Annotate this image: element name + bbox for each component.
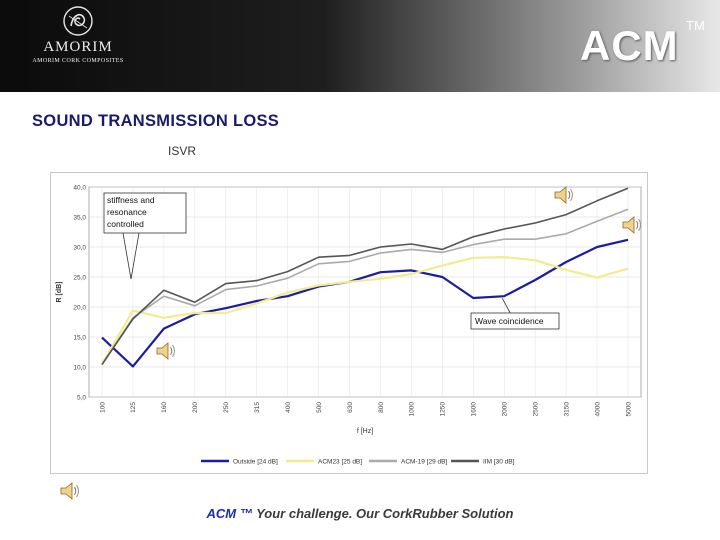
y-tick-label: 35,0	[73, 215, 86, 222]
annotation-text: controlled	[107, 219, 144, 229]
x-tick-label: 2500	[532, 402, 539, 417]
x-tick-label: 500	[316, 402, 323, 413]
x-tick-label: 1000	[409, 402, 416, 417]
brand-title: ACM	[580, 22, 679, 69]
x-tick-label: 4000	[594, 402, 601, 417]
annotation-text: resonance	[107, 207, 147, 217]
series-line-4	[101, 187, 629, 366]
x-tick-label: 1250	[440, 402, 447, 417]
amorim-logo: AMORIM AMORIM CORK COMPOSITES	[18, 4, 138, 74]
speaker-icon[interactable]	[58, 480, 82, 502]
legend-label: Outside [24 dB]	[233, 459, 278, 466]
x-tick-label: 2000	[502, 402, 509, 417]
annotation-box	[103, 192, 187, 234]
x-tick-label: 125	[130, 402, 137, 413]
series-line-1	[101, 238, 629, 368]
x-tick-label: 400	[285, 402, 292, 413]
y-tick-label: 5,0	[77, 395, 86, 402]
legend-label: ACM23 [25 dB]	[318, 459, 362, 466]
header-banner: AMORIM AMORIM CORK COMPOSITES ACM TM	[0, 0, 720, 92]
x-tick-label: 800	[378, 402, 385, 413]
y-tick-label: 40,0	[73, 185, 86, 192]
x-tick-label: 160	[161, 402, 168, 413]
speaker-icon[interactable]	[620, 214, 644, 236]
y-axis-label: R [dB]	[56, 282, 63, 303]
speaker-icon[interactable]	[154, 340, 178, 362]
annotation-text: Wave coincidence	[475, 316, 544, 326]
source-label: ISVR	[168, 144, 197, 158]
series-line-2	[101, 256, 629, 365]
page-title: SOUND TRANSMISSION LOSS	[32, 112, 280, 130]
legend-label: IIM [30 dB]	[483, 459, 515, 466]
y-tick-label: 10,0	[73, 365, 86, 372]
y-tick-label: 25,0	[73, 275, 86, 282]
x-axis-label: f [Hz]	[357, 428, 373, 435]
annotation-text: stiffness and	[107, 195, 155, 205]
transmission-loss-chart: 5,0 10,0 15,0 20,0 25,0 30,0 35,0 40,0 100 125 160…	[56, 185, 642, 466]
speaker-icon[interactable]	[552, 184, 576, 206]
chart-frame: 5,0 10,0 15,0 20,0 25,0 30,0 35,0 40,0 100 125 160…	[50, 172, 648, 474]
y-tick-label: 30,0	[73, 245, 86, 252]
x-tick-label: 3150	[563, 402, 570, 417]
annotation-pointer	[122, 232, 140, 280]
x-tick-label: 5000	[625, 402, 632, 417]
logo-subtitle: AMORIM CORK COMPOSITES	[32, 58, 124, 64]
footer-brand: ACM ™	[206, 506, 253, 521]
logo-name: AMORIM	[43, 39, 113, 55]
annotation-pointer	[501, 298, 511, 314]
x-tick-label: 100	[99, 402, 106, 413]
x-tick-label: 250	[223, 402, 230, 413]
amorim-emblem-icon	[63, 6, 93, 36]
footer-tagline: ACM ™ Your challenge. Our CorkRubber Sol…	[0, 506, 720, 521]
footer-text: Your challenge. Our CorkRubber Solution	[256, 506, 514, 521]
x-tick-label: 315	[254, 402, 261, 413]
x-tick-label: 630	[347, 402, 354, 413]
trademark-mark: TM	[686, 18, 705, 33]
y-tick-label: 20,0	[73, 305, 86, 312]
annotation-box	[470, 312, 560, 330]
legend-label: ACM-19 [29 dB]	[401, 459, 447, 466]
x-tick-label: 200	[192, 402, 199, 413]
x-tick-label: 1600	[471, 402, 478, 417]
series-line-3	[101, 208, 629, 366]
y-tick-label: 15,0	[73, 335, 86, 342]
